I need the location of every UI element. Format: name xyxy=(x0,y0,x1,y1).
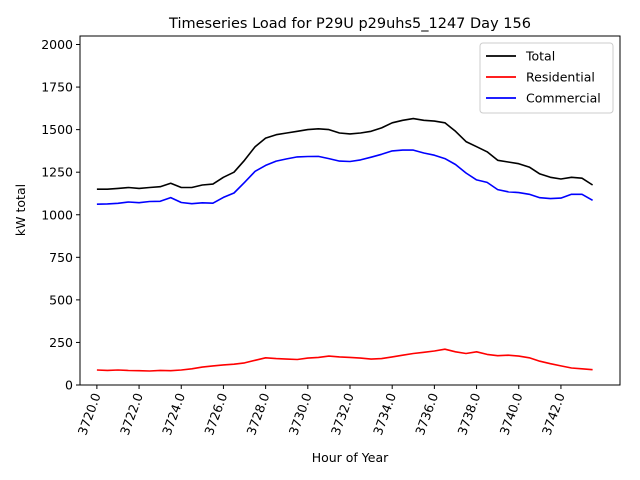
y-tick-label: 250 xyxy=(49,335,73,350)
series-lines xyxy=(96,117,594,372)
y-tick-label: 1000 xyxy=(41,207,73,222)
legend-label-commercial: Commercial xyxy=(526,91,601,106)
legend-label-total: Total xyxy=(525,49,555,64)
y-tick-label: 0 xyxy=(65,378,73,393)
legend-label-residential: Residential xyxy=(526,70,595,85)
legend: Total Residential Commercial xyxy=(479,42,614,114)
legend-box xyxy=(479,42,614,114)
chart-title: Timeseries Load for P29U p29uhs5_1247 Da… xyxy=(168,16,531,32)
y-axis-ticks: 0 250 500 750 1000 1250 1500 1750 2000 xyxy=(41,37,80,393)
plot-frame xyxy=(79,35,621,386)
y-tick-label: 1250 xyxy=(41,165,73,180)
y-tick-label: 1500 xyxy=(41,122,73,137)
y-tick-label: 500 xyxy=(49,292,73,307)
y-tick-label: 2000 xyxy=(41,37,73,52)
y-axis-label: kW total xyxy=(13,184,28,236)
y-tick-label: 1750 xyxy=(41,80,73,95)
series-line-total xyxy=(96,117,594,190)
series-line-commercial xyxy=(96,149,593,205)
y-tick-label: 750 xyxy=(49,250,73,265)
series-line-residential xyxy=(96,348,593,372)
x-axis-label: Hour of Year xyxy=(312,450,389,465)
